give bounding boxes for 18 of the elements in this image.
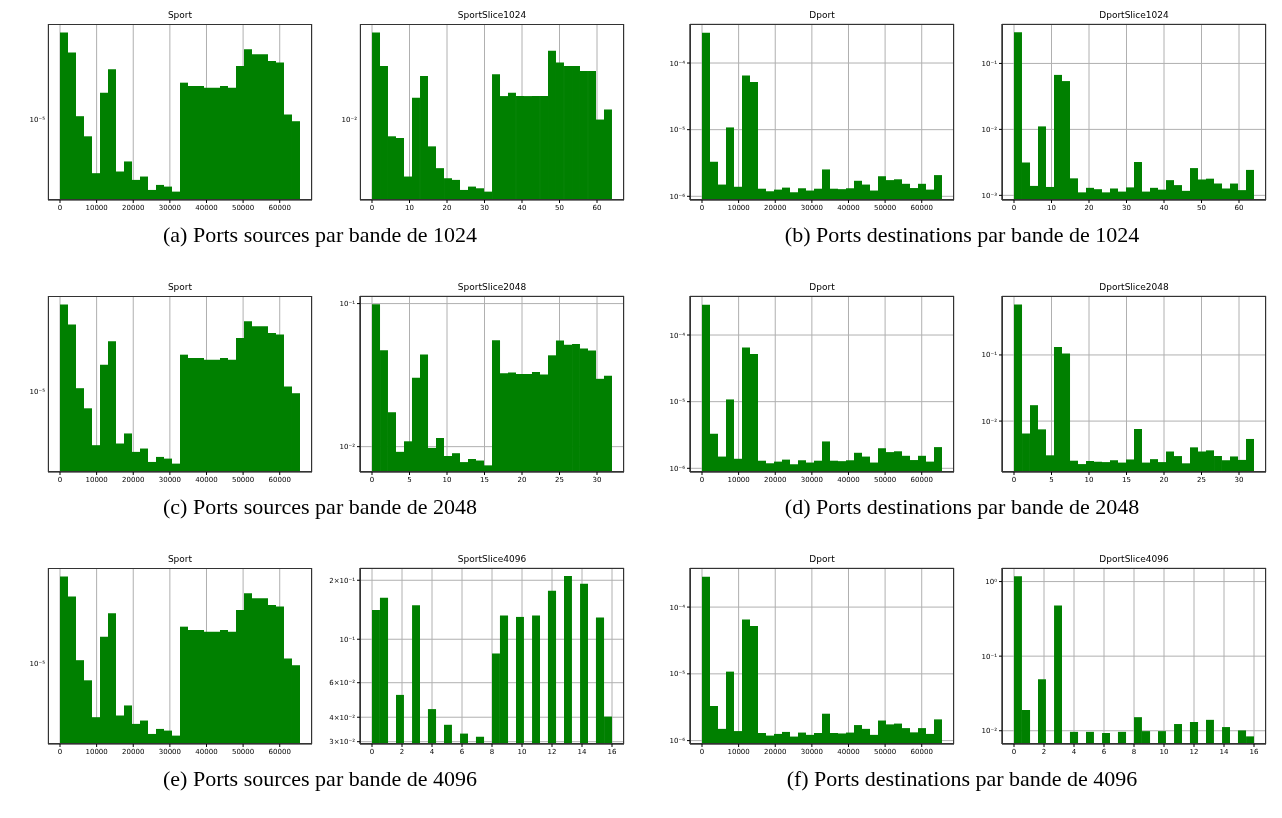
text: (b) Ports destinations par bande de 1024: [783, 222, 1141, 248]
text: (d) Ports destinations par bande de 2048: [783, 494, 1141, 520]
chart-title: DportSlice4096: [1098, 554, 1170, 564]
chart-title: Sport: [166, 282, 194, 292]
chart-title: DportSlice2048: [1098, 282, 1170, 292]
chart-title: Sport: [166, 554, 194, 564]
chart-title: SportSlice2048: [456, 282, 528, 292]
text: (f) Ports destinations par bande de 4096: [785, 766, 1139, 792]
text: (e) Ports sources par bande de 4096: [162, 766, 478, 792]
chart-title: SportSlice4096: [456, 554, 528, 564]
chart-title: SportSlice1024: [456, 10, 528, 20]
chart-title: Dport: [808, 554, 836, 564]
text: (c) Ports sources par bande de 2048: [162, 494, 478, 520]
chart-title: Dport: [808, 10, 836, 20]
text: (a) Ports sources par bande de 1024: [162, 222, 478, 248]
chart-title: DportSlice1024: [1098, 10, 1170, 20]
chart-title: Dport: [808, 282, 836, 292]
chart-title: Sport: [166, 10, 194, 20]
